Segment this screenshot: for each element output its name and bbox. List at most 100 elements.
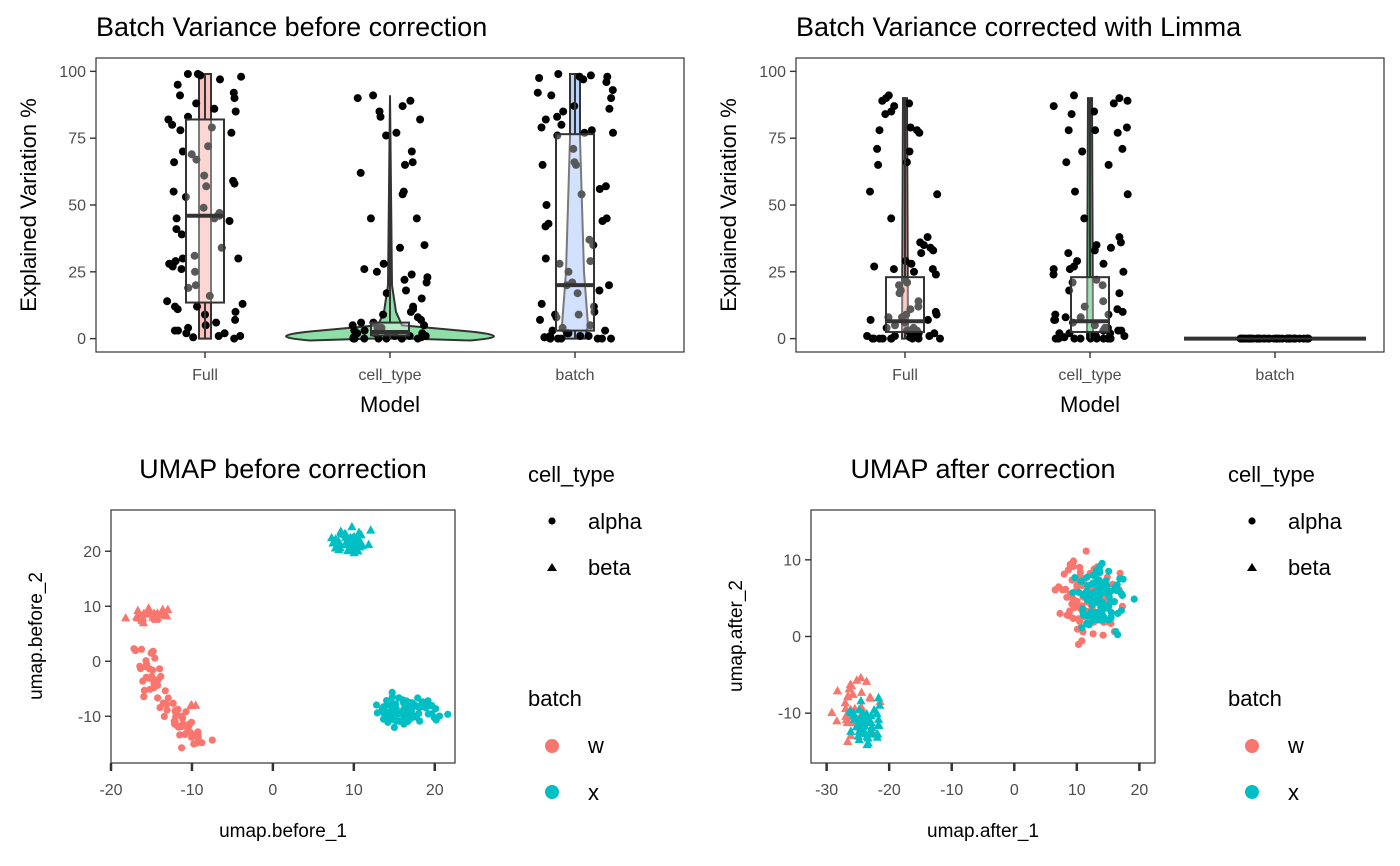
data-point xyxy=(238,299,247,308)
data-point-alpha xyxy=(1066,607,1074,615)
data-point xyxy=(163,297,172,306)
data-point-beta xyxy=(862,708,872,718)
data-point xyxy=(191,281,200,290)
x-tick-label: 20 xyxy=(426,782,444,799)
data-point xyxy=(382,131,391,140)
data-point xyxy=(416,115,425,124)
data-point xyxy=(537,299,546,308)
data-point-alpha xyxy=(394,710,402,718)
data-point xyxy=(397,334,406,343)
data-point xyxy=(1061,313,1070,322)
x-axis-title: Model xyxy=(360,392,420,417)
data-point xyxy=(413,334,422,343)
data-point xyxy=(908,334,917,343)
data-point-alpha xyxy=(173,722,181,730)
data-point xyxy=(406,307,415,316)
data-point xyxy=(895,289,904,298)
data-point-beta xyxy=(344,534,354,543)
data-point xyxy=(905,99,914,108)
data-point-alpha xyxy=(381,714,389,723)
data-point xyxy=(1090,321,1099,330)
data-point-alpha xyxy=(1089,630,1097,638)
data-point xyxy=(1123,96,1132,105)
legend-label-w: w xyxy=(1287,733,1304,758)
data-point-alpha xyxy=(130,645,138,653)
y-tick-label: 75 xyxy=(68,131,86,148)
data-point xyxy=(406,96,415,105)
legend-key-x xyxy=(1245,785,1259,799)
legend-key-alpha-circle xyxy=(1248,517,1256,525)
data-point xyxy=(398,102,407,111)
data-point-beta xyxy=(356,529,366,539)
data-point-alpha xyxy=(415,709,423,718)
data-point xyxy=(216,75,224,84)
data-point xyxy=(573,289,582,298)
data-point-beta xyxy=(334,544,344,554)
data-point-beta xyxy=(343,545,353,555)
data-point xyxy=(910,267,918,276)
panel-title: Batch Variance corrected with Limma xyxy=(796,12,1242,42)
data-point-alpha xyxy=(1074,640,1083,649)
y-tick-label: 100 xyxy=(59,64,86,81)
data-point-alpha xyxy=(1105,567,1113,575)
data-point xyxy=(366,214,375,223)
data-point xyxy=(1049,102,1058,111)
legend-label-beta: beta xyxy=(1288,555,1332,580)
data-point-alpha xyxy=(1114,631,1122,639)
y-tick-label: 100 xyxy=(759,64,786,81)
data-point-beta xyxy=(843,736,853,745)
y-tick-label: -10 xyxy=(778,706,801,723)
data-point xyxy=(903,278,912,287)
data-point-alpha xyxy=(380,709,388,717)
data-point-alpha xyxy=(388,688,396,697)
data-point-alpha xyxy=(151,677,159,686)
data-point xyxy=(207,123,216,132)
data-point-alpha xyxy=(1077,577,1085,586)
x-tick-label: -10 xyxy=(940,782,963,799)
data-point-alpha xyxy=(1069,562,1077,571)
y-axis-title: Explained Variation % xyxy=(716,98,741,312)
data-point-beta xyxy=(335,539,345,548)
data-point xyxy=(906,123,915,132)
data-point xyxy=(374,334,383,343)
data-point xyxy=(541,254,550,263)
y-tick-label: 20 xyxy=(83,544,101,561)
data-point xyxy=(906,305,915,314)
data-point-alpha xyxy=(400,705,408,714)
data-point-beta xyxy=(856,695,866,705)
data-point xyxy=(873,144,882,153)
data-point-beta xyxy=(843,690,853,700)
box-Full xyxy=(885,276,925,333)
data-point-alpha xyxy=(1102,577,1110,585)
y-axis-title: Explained Variation % xyxy=(16,98,41,312)
data-point xyxy=(204,142,213,151)
data-point-alpha xyxy=(140,686,148,695)
data-point-beta xyxy=(150,613,160,622)
data-point-alpha xyxy=(373,709,381,717)
data-point xyxy=(1076,334,1085,343)
data-point-alpha xyxy=(416,717,424,725)
data-point xyxy=(1070,334,1079,343)
data-point-alpha xyxy=(390,723,398,732)
data-point-alpha xyxy=(140,693,148,701)
data-point xyxy=(168,262,177,271)
panel-title: Batch Variance before correction xyxy=(96,12,487,42)
data-point xyxy=(379,259,388,268)
data-point xyxy=(210,104,219,113)
data-point-alpha xyxy=(142,657,150,665)
data-point xyxy=(174,326,182,335)
data-point xyxy=(177,230,186,239)
x-axis-title: Model xyxy=(1060,392,1120,417)
data-point-beta xyxy=(847,680,857,690)
data-point xyxy=(887,334,896,343)
data-point-alpha xyxy=(386,708,394,716)
data-point xyxy=(598,334,606,343)
data-point xyxy=(396,243,404,252)
data-point xyxy=(1119,267,1128,276)
legend-key-w xyxy=(1245,739,1259,753)
data-point xyxy=(868,334,877,343)
data-point-alpha xyxy=(178,712,186,720)
data-point-beta xyxy=(861,676,872,685)
data-point xyxy=(172,214,181,223)
data-point xyxy=(917,249,926,258)
